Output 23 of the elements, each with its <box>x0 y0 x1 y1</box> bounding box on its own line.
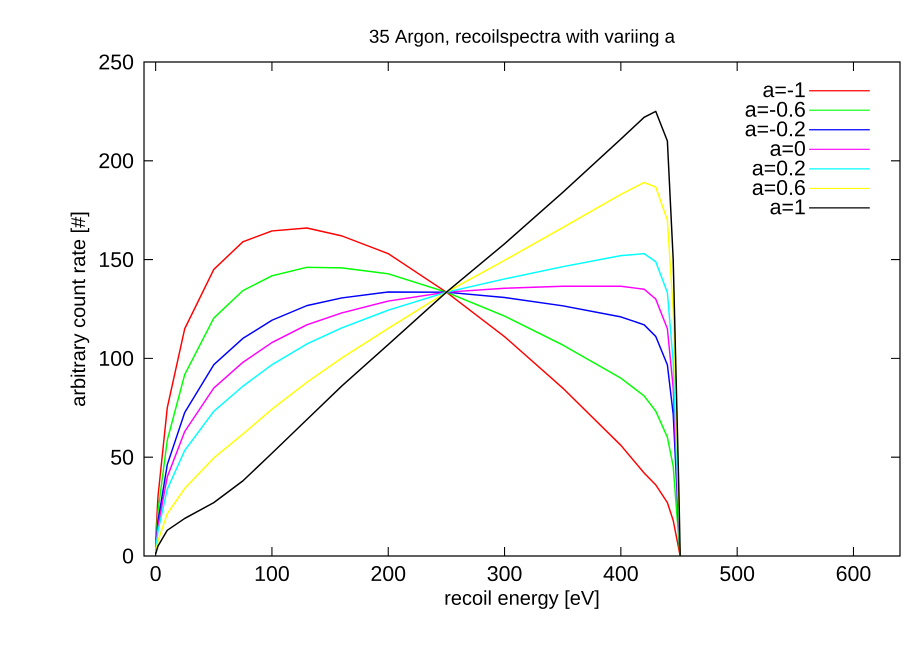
y-tick-label: 200 <box>99 153 134 168</box>
x-tick-label: 400 <box>604 566 638 582</box>
x-tick-label: 0 <box>150 566 161 582</box>
x-tick-label: 600 <box>836 566 870 582</box>
x-tick-label: 300 <box>488 566 522 582</box>
legend-label: a=0.6 <box>752 180 805 196</box>
legend-label: a=0 <box>770 140 805 156</box>
y-tick-label: 150 <box>100 252 134 268</box>
y-tick-label: 100 <box>100 350 134 366</box>
x-tick-label: 100 <box>256 566 289 582</box>
x-tick-label: 200 <box>372 566 406 582</box>
y-axis-title: arbitrary count rate [#] <box>70 212 90 406</box>
legend-label: a=1 <box>770 200 805 214</box>
legend-label: a=-0.2 <box>746 121 805 136</box>
x-axis-title: recoil energy [eV] <box>446 590 598 609</box>
y-tick-label: 0 <box>122 548 134 564</box>
y-tick-label: 250 <box>99 54 134 70</box>
chart-title: 35 Argon, recoilspectra with variing a <box>370 29 675 47</box>
legend-label: a=-1 <box>763 82 805 98</box>
x-tick-label: 500 <box>720 566 754 582</box>
legend-label: a=-0.6 <box>746 102 805 117</box>
legend-label: a=0.2 <box>752 160 805 176</box>
y-tick-label: 50 <box>111 450 134 465</box>
